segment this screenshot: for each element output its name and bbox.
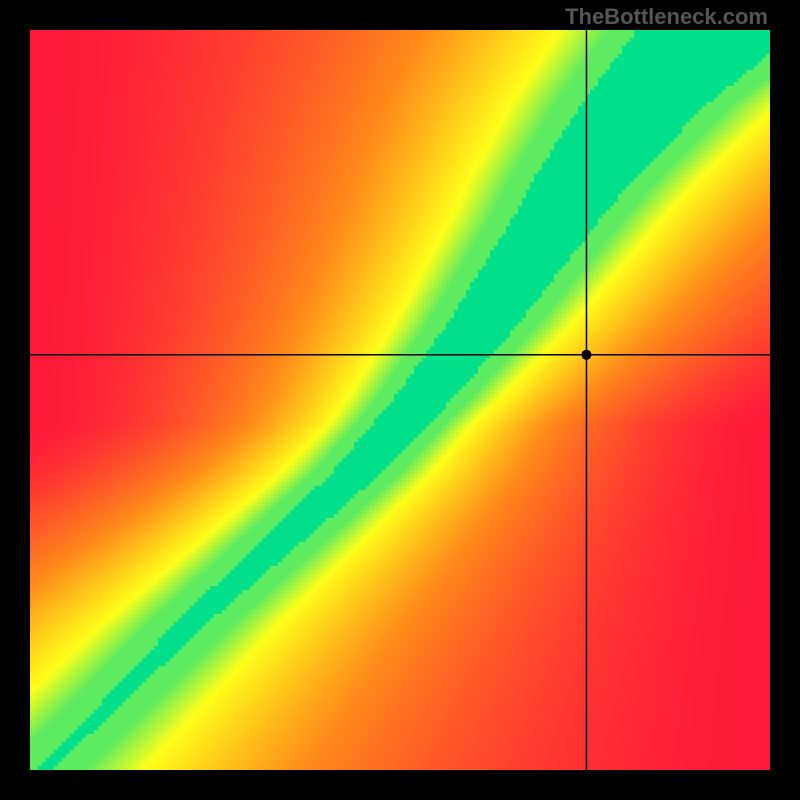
plot-area <box>30 30 770 770</box>
figure-root: TheBottleneck.com <box>0 0 800 800</box>
watermark-text: TheBottleneck.com <box>565 4 768 30</box>
heatmap-canvas <box>30 30 770 770</box>
